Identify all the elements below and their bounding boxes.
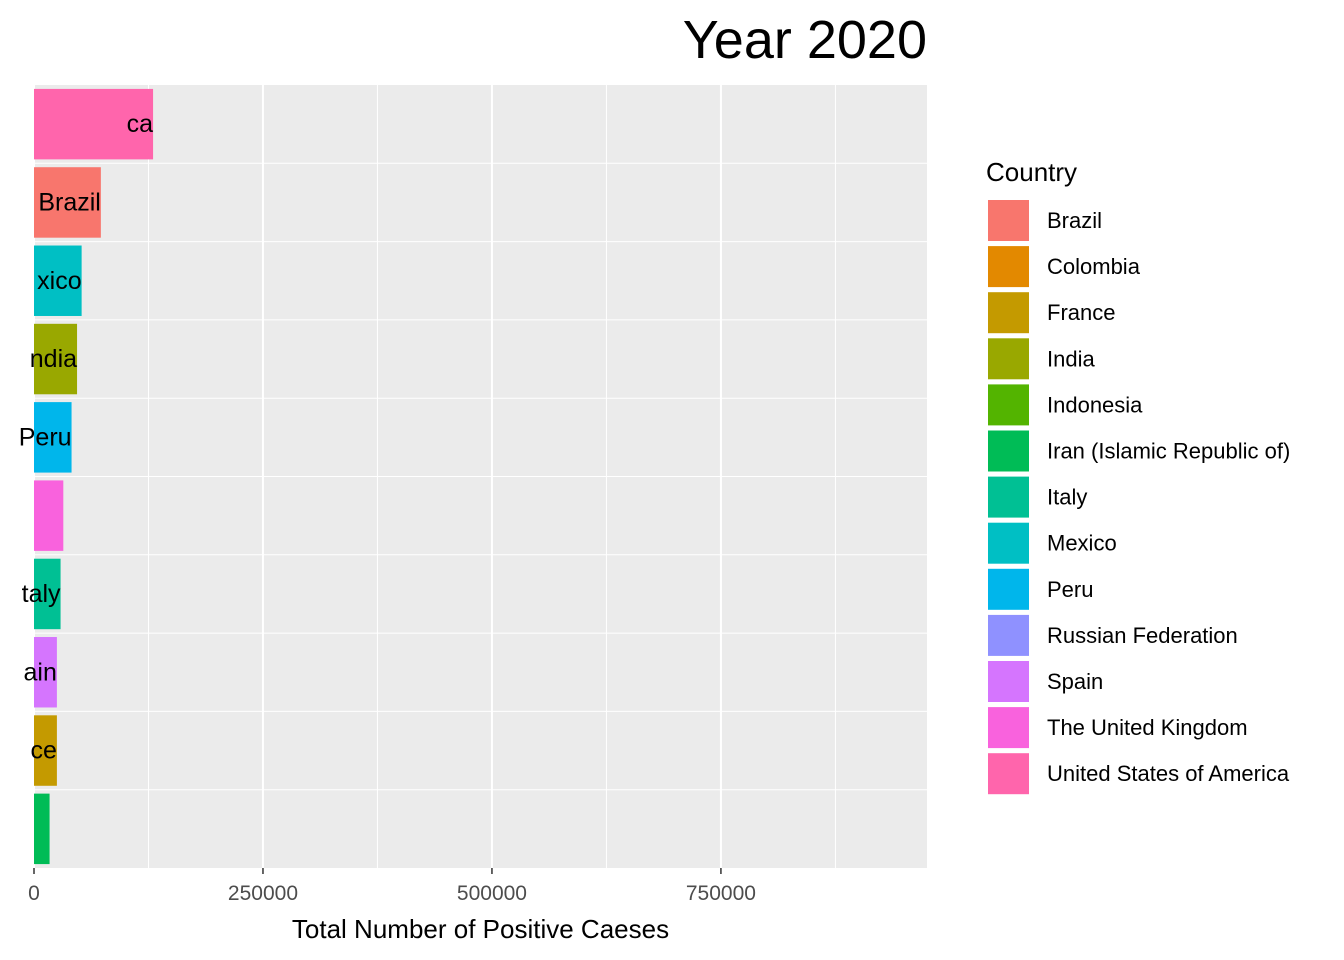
bar-label: ce	[30, 737, 56, 765]
bar	[34, 245, 82, 316]
legend-label: Mexico	[1047, 531, 1117, 556]
chart-title: Year 2020	[683, 10, 927, 70]
legend-label: Spain	[1047, 669, 1103, 694]
minor-gridlines	[34, 85, 927, 868]
legend-key	[986, 520, 1031, 566]
x-tick-label: 500000	[457, 882, 527, 905]
legend-title: Country	[986, 157, 1077, 187]
legend-key	[986, 428, 1031, 474]
bar-labels-group: ca Brazil xico ndia Peru taly ain ce	[19, 110, 153, 764]
legend-key	[986, 474, 1031, 520]
legend: Country Brazil Colombia France India Indones…	[986, 157, 1290, 797]
legend-key	[986, 705, 1031, 751]
bar	[34, 793, 50, 865]
bars-group	[34, 88, 154, 865]
bar-label: ain	[24, 658, 57, 686]
legend-key	[986, 290, 1031, 336]
bar	[34, 402, 72, 473]
bar	[34, 88, 154, 160]
bar-label: ndia	[30, 345, 77, 373]
bar-label: xico	[37, 267, 81, 295]
bar	[34, 167, 101, 238]
legend-key	[986, 566, 1031, 612]
bar	[34, 715, 57, 786]
legend-label: France	[1047, 300, 1115, 325]
bar-label: Brazil	[38, 188, 101, 216]
legend-label: Brazil	[1047, 208, 1102, 233]
legend-label: India	[1047, 346, 1095, 371]
bar	[34, 558, 61, 630]
legend-key	[986, 244, 1031, 290]
x-tick-label: 0	[28, 882, 40, 905]
x-tick-label: 750000	[686, 882, 756, 905]
legend-label: Indonesia	[1047, 392, 1143, 417]
bar-label: Peru	[19, 423, 72, 451]
legend-label: The United Kingdom	[1047, 715, 1248, 740]
legend-key	[986, 382, 1031, 428]
legend-key	[986, 612, 1031, 658]
legend-key	[986, 659, 1031, 704]
legend-label: Peru	[1047, 577, 1093, 602]
legend-label: Colombia	[1047, 254, 1141, 279]
legend-key	[986, 198, 1031, 243]
bar	[34, 637, 57, 708]
legend-label: Iran (Islamic Republic of)	[1047, 439, 1290, 464]
bar-label: ca	[127, 110, 154, 138]
x-axis-title: Total Number of Positive Caeses	[292, 914, 669, 944]
x-tick-label: 250000	[228, 882, 298, 905]
bar-label: taly	[22, 580, 61, 608]
bar	[34, 480, 64, 551]
legend-items: Brazil Colombia France India Indonesia Iran (…	[986, 198, 1290, 797]
legend-key	[986, 751, 1031, 797]
legend-label: Russian Federation	[1047, 623, 1238, 648]
x-axis: 0 250000 500000 750000	[28, 868, 756, 905]
legend-key	[986, 336, 1031, 382]
bar	[34, 323, 78, 395]
legend-label: United States of America	[1047, 761, 1290, 786]
legend-label: Italy	[1047, 485, 1087, 510]
